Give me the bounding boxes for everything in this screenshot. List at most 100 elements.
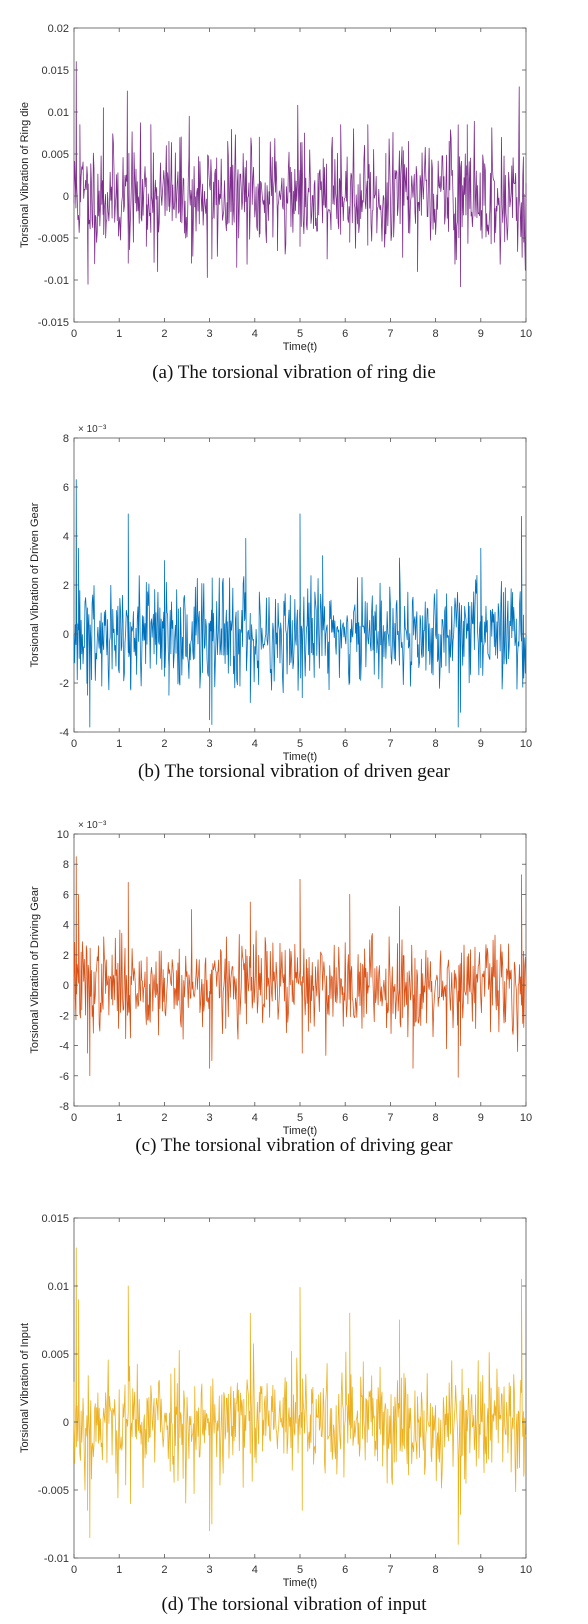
y-tick-label: 2 [63, 580, 69, 592]
y-tick-label: -2 [59, 1010, 69, 1022]
x-axis-label: Time(t) [283, 341, 317, 353]
y-tick-label: 0 [63, 980, 69, 992]
x-tick-label: 5 [297, 328, 303, 340]
y-axis-label: Torsional Vibration of Driving Gear [29, 886, 41, 1054]
x-tick-label: 4 [252, 1112, 258, 1124]
x-tick-label: 3 [207, 328, 213, 340]
x-tick-label: 6 [342, 328, 348, 340]
x-tick-label: 10 [520, 1112, 532, 1124]
y-tick-label: -4 [59, 727, 69, 739]
x-tick-label: 5 [297, 738, 303, 750]
x-tick-label: 2 [161, 738, 167, 750]
x-tick-label: 8 [433, 1112, 439, 1124]
chart-input: 0 1 2 3 4 5 6 7 8 9 10 -0.01 -0.005 0 0.005 0.01 0.015 Ti… [19, 1213, 532, 1589]
x-tick-label: 10 [520, 738, 532, 750]
y-tick-label: -0.015 [38, 317, 69, 329]
x-tick-label: 6 [342, 738, 348, 750]
series-line [73, 1247, 527, 1545]
x-tick-label: 1 [116, 1112, 122, 1124]
y-tick-label: 2 [63, 950, 69, 962]
x-tick-label: 2 [161, 1564, 167, 1576]
x-axis-label: Time(t) [283, 751, 317, 763]
y-tick-label: 0.015 [41, 1213, 69, 1225]
x-tick-label: 7 [387, 328, 393, 340]
x-tick-label: 8 [433, 1564, 439, 1576]
y-tick-label: 0 [63, 191, 69, 203]
x-tick-label: 7 [387, 1112, 393, 1124]
y-tick-label: 4 [63, 920, 69, 932]
x-tick-label: 3 [207, 738, 213, 750]
x-tick-label: 2 [161, 328, 167, 340]
caption-driven-gear: (b) The torsional vibration of driven ge… [138, 761, 450, 782]
series-line [73, 61, 527, 288]
x-tick-label: 0 [71, 1564, 77, 1576]
x-tick-label: 8 [433, 328, 439, 340]
x-tick-label: 3 [207, 1564, 213, 1576]
x-tick-label: 6 [342, 1112, 348, 1124]
y-tick-label: -2 [59, 678, 69, 690]
panel-ring-die: 0 1 2 3 4 5 6 7 8 9 10 -0.015 -0.01 -0.005 0 0.005 0.01 0… [0, 0, 588, 400]
y-tick-label: 8 [63, 859, 69, 871]
y-tick-label: 6 [63, 889, 69, 901]
panel-driven-gear: 0 1 2 3 4 5 6 7 8 9 10 -4 -2 0 2 4 6 8 × 10⁻³ Time(t) Torsio… [0, 410, 588, 790]
y-tick-label: -0.01 [44, 275, 69, 287]
x-tick-label: 1 [116, 1564, 122, 1576]
x-tick-label: 4 [252, 328, 258, 340]
x-tick-label: 5 [297, 1112, 303, 1124]
series-line [73, 856, 527, 1078]
x-tick-label: 9 [478, 1564, 484, 1576]
chart-ring-die: 0 1 2 3 4 5 6 7 8 9 10 -0.015 -0.01 -0.005 0 0.005 0.01 0… [19, 23, 532, 353]
x-tick-label: 8 [433, 738, 439, 750]
caption-input: (d) The torsional vibration of input [161, 1594, 427, 1615]
series-line [73, 479, 527, 728]
y-tick-label: -6 [59, 1071, 69, 1083]
y-tick-label: 0.01 [48, 107, 69, 119]
y-tick-label: 0.015 [41, 65, 69, 77]
x-tick-label: 0 [71, 328, 77, 340]
x-tick-label: 2 [161, 1112, 167, 1124]
x-tick-label: 9 [478, 1112, 484, 1124]
chart-driven-gear: 0 1 2 3 4 5 6 7 8 9 10 -4 -2 0 2 4 6 8 × 10⁻³ Time(t) Torsio… [29, 424, 532, 763]
x-tick-label: 10 [520, 328, 532, 340]
x-tick-label: 0 [71, 1112, 77, 1124]
y-tick-label: 0.01 [48, 1281, 69, 1293]
x-tick-label: 0 [71, 738, 77, 750]
y-axis-label: Torsional Vibration of Input [19, 1323, 31, 1453]
y-tick-label: -0.005 [38, 233, 69, 245]
y-axis-label: Torsional Vibration of Ring die [19, 102, 31, 248]
x-axis-label: Time(t) [283, 1125, 317, 1137]
x-tick-label: 6 [342, 1564, 348, 1576]
y-exponent-label: × 10⁻³ [78, 424, 107, 435]
y-tick-label: 8 [63, 433, 69, 445]
x-axis-label: Time(t) [283, 1577, 317, 1589]
x-tick-label: 1 [116, 328, 122, 340]
y-tick-label: -4 [59, 1041, 69, 1053]
x-tick-label: 9 [478, 328, 484, 340]
x-tick-label: 4 [252, 1564, 258, 1576]
chart-driving-gear: 0 1 2 3 4 5 6 7 8 9 10 -8 -6 -4 -2 0 2 4 6 8 10 × 10⁻³ Time(t)… [29, 820, 532, 1137]
y-axis-label: Torsional Vibration of Driven Gear [29, 502, 41, 667]
y-exponent-label: × 10⁻³ [78, 820, 107, 831]
y-tick-label: 0 [63, 1417, 69, 1429]
y-tick-label: 6 [63, 482, 69, 494]
x-tick-label: 10 [520, 1564, 532, 1576]
y-tick-label: -8 [59, 1101, 69, 1113]
panel-input: 0 1 2 3 4 5 6 7 8 9 10 -0.01 -0.005 0 0.005 0.01 0.015 Ti… [0, 1190, 588, 1620]
y-tick-label: 4 [63, 531, 69, 543]
caption-ring-die: (a) The torsional vibration of ring die [152, 362, 436, 383]
panel-driving-gear: 0 1 2 3 4 5 6 7 8 9 10 -8 -6 -4 -2 0 2 4 6 8 10 × 10⁻³ Time(t)… [0, 800, 588, 1170]
x-tick-label: 7 [387, 738, 393, 750]
y-tick-label: -0.01 [44, 1553, 69, 1565]
x-tick-label: 1 [116, 738, 122, 750]
y-tick-label: 0.02 [48, 23, 69, 35]
caption-driving-gear: (c) The torsional vibration of driving g… [135, 1135, 453, 1156]
y-tick-label: 0.005 [41, 149, 69, 161]
x-tick-label: 3 [207, 1112, 213, 1124]
y-tick-label: 0.005 [41, 1349, 69, 1361]
y-tick-label: 10 [57, 829, 69, 841]
x-tick-label: 5 [297, 1564, 303, 1576]
y-tick-label: -0.005 [38, 1485, 69, 1497]
x-tick-label: 7 [387, 1564, 393, 1576]
x-tick-label: 9 [478, 738, 484, 750]
